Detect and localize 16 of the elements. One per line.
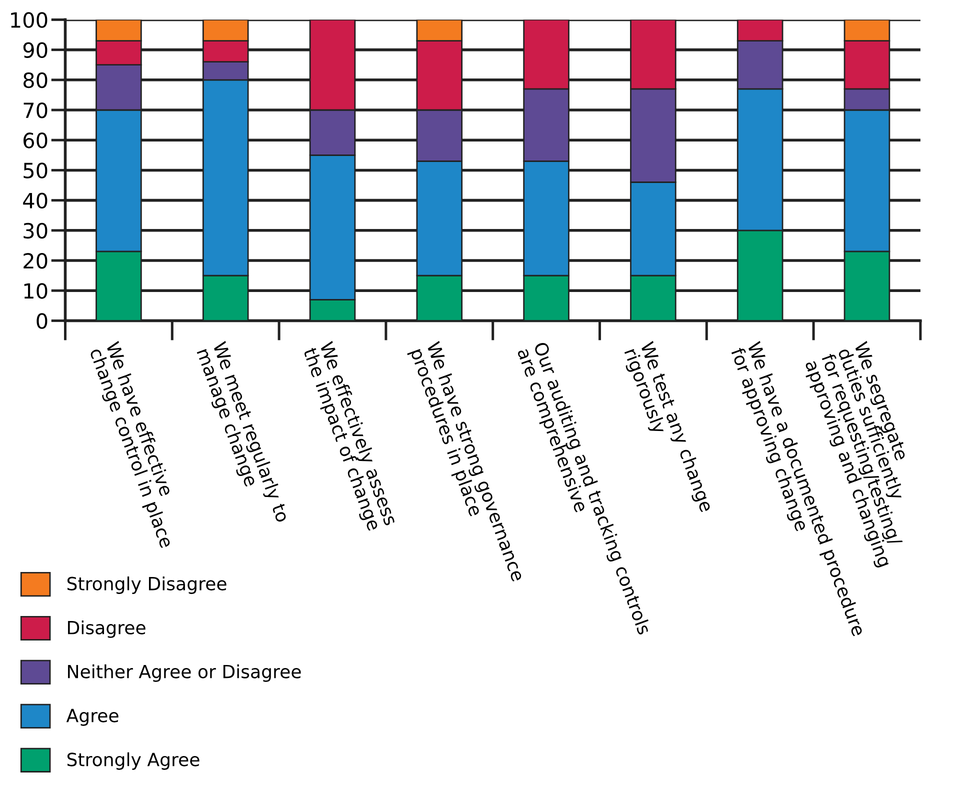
legend-label: Disagree bbox=[68, 620, 146, 638]
legend-label: Neither Agree or Disagree bbox=[68, 664, 301, 682]
legend-label: Agree bbox=[66, 708, 118, 726]
y-tick-label: 20 bbox=[24, 252, 48, 269]
y-tick-label: 50 bbox=[24, 162, 48, 178]
legend-label: Strongly Disagree bbox=[67, 576, 226, 594]
y-tick-label: 0 bbox=[36, 313, 48, 329]
y-tick-label: 30 bbox=[24, 222, 48, 239]
y-tick-label: 90 bbox=[23, 42, 48, 58]
y-tick-label: 40 bbox=[23, 192, 48, 209]
y-tick-label: 80 bbox=[23, 72, 48, 88]
y-tick-label: 100 bbox=[11, 12, 48, 28]
y-tick-label: 60 bbox=[24, 132, 48, 148]
y-tick-label: 70 bbox=[24, 102, 48, 118]
legend-label: Strongly Agree bbox=[67, 752, 200, 770]
y-tick-label: 10 bbox=[24, 283, 48, 299]
